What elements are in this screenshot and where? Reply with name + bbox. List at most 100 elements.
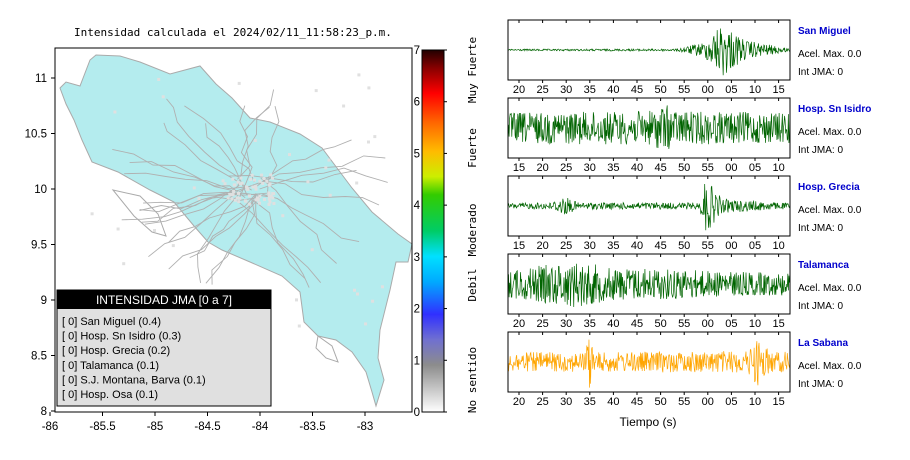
town-marker [153, 229, 156, 232]
map-panel: Intensidad calculada el 2024/02/11_11:58… [25, 26, 413, 433]
road [233, 197, 322, 283]
map-x-tick-label: -84.5 [194, 421, 220, 433]
colorbar-tick-label: 5 [414, 148, 420, 160]
waveform-tick-label: 00 [725, 240, 737, 252]
road [112, 148, 233, 192]
map-x-tick-label: -86 [42, 421, 59, 433]
waveform-tick-label: 10 [749, 84, 761, 96]
town-marker [237, 200, 241, 204]
waveform-tick-label: 55 [678, 84, 690, 96]
map-y-tick-label: 8.5 [31, 351, 47, 363]
waveform-tick-label: 20 [513, 84, 525, 96]
town-marker [268, 200, 272, 204]
town-marker [271, 176, 274, 180]
road [263, 180, 380, 206]
waveform-frame [507, 19, 791, 81]
town-marker [258, 201, 261, 205]
colorbar: 0 1 2 3 4 5 6 7 No sentido Debil Moderado Fuerte Muy… [414, 37, 479, 419]
map-y-tick-label: 11 [35, 73, 47, 85]
colorbar-level-label: Moderado [466, 204, 479, 257]
town-marker [232, 190, 236, 193]
waveform-tick-label: 05 [725, 318, 737, 330]
town-marker [364, 322, 368, 326]
town-marker [223, 182, 227, 186]
intensity-legend: INTENSIDAD JMA [0 a 7] [ 0] San Miguel (0… [56, 289, 272, 407]
road [259, 155, 386, 185]
town-marker [233, 198, 237, 202]
waveform-panel-4: 20 25 30 35 40 45 50 55 00 05 10 15 La Sabana Acel. M… [507, 331, 862, 408]
waveform-x-axis-label: Tiempo (s) [620, 415, 677, 429]
colorbar-scale [421, 49, 445, 413]
legend-item: [ 0] Talamanca (0.1) [62, 360, 159, 372]
waveform-tick-label: 55 [702, 240, 714, 252]
waveform-tick-label: 05 [725, 84, 737, 96]
town-marker [267, 192, 271, 196]
waveform-tick-label: 05 [725, 396, 737, 408]
waveform-tick-label: 05 [749, 162, 761, 174]
waveform-panel-2: 15 20 25 30 35 40 45 50 55 00 05 10 Hosp. Grecia Acel… [507, 175, 862, 252]
colorbar-tick-label: 4 [414, 200, 421, 212]
waveform-tick-label: 45 [631, 318, 643, 330]
town-marker [250, 173, 254, 177]
waveform-tick-label: 10 [772, 162, 784, 174]
town-marker [254, 187, 258, 191]
waveform-tick-label: 30 [560, 84, 572, 96]
station-intensity: Int JMA: 0 [798, 145, 843, 156]
nicoya-gulf [111, 189, 167, 237]
town-marker [253, 178, 256, 182]
map-y-tick-label: 9 [41, 295, 47, 307]
station-intensity: Int JMA: 0 [798, 67, 843, 78]
road [237, 89, 275, 180]
town-marker [306, 180, 310, 184]
town-marker [271, 196, 275, 200]
road [239, 105, 253, 198]
waveform-tick-label: 40 [631, 162, 643, 174]
legend-item: [ 0] S.J. Montana, Barva (0.1) [62, 374, 206, 386]
waveform-tick-label: 10 [749, 318, 761, 330]
town-marker [258, 179, 262, 183]
waveform-tick-label: 50 [654, 396, 666, 408]
town-marker [267, 183, 271, 187]
map-y-tick-label: 8 [41, 406, 47, 418]
town-marker [122, 262, 126, 266]
waveform-tick-label: 30 [560, 318, 572, 330]
town-marker [239, 176, 243, 180]
waveform-tick-label: 25 [536, 318, 548, 330]
waveform-tick-label: 50 [654, 318, 666, 330]
town-marker [244, 199, 248, 203]
waveform-tick-label: 30 [584, 240, 596, 252]
station-acel: Acel. Max. 0.0 [798, 205, 862, 216]
waveform-tick-label: 45 [654, 240, 666, 252]
station-intensity: Int JMA: 0 [798, 223, 843, 234]
town-marker [231, 193, 235, 197]
waveform-tick-label: 55 [678, 396, 690, 408]
legend-item: [ 0] San Miguel (0.4) [62, 316, 161, 328]
colorbar-tick-label: 7 [414, 45, 420, 57]
waveform-trace [507, 105, 791, 149]
road [166, 98, 239, 178]
road [124, 172, 251, 190]
legend-header [57, 290, 271, 309]
town-marker [265, 179, 269, 183]
town-marker [247, 202, 251, 206]
road [211, 198, 256, 285]
station-name: Hosp. Sn Isidro [798, 104, 871, 115]
map-y-tick-label: 10 [34, 184, 47, 196]
map-x-tick-label: -83.5 [299, 421, 325, 433]
road [148, 186, 248, 258]
town-marker [237, 81, 241, 85]
waveform-tick-label: 20 [513, 396, 525, 408]
town-marker [373, 135, 377, 139]
waveform-panel-0: 20 25 30 35 40 45 50 55 00 05 10 15 San Miguel Acel. … [507, 19, 862, 96]
road [141, 184, 241, 223]
town-marker [288, 153, 291, 157]
town-marker [197, 197, 201, 201]
town-marker [281, 214, 285, 218]
waveform-frame [507, 175, 791, 237]
town-marker [263, 198, 267, 201]
town-marker [229, 193, 233, 197]
map-y-tick-label: 9.5 [31, 240, 47, 252]
station-acel: Acel. Max. 0.0 [798, 361, 862, 372]
costa-rica-land [59, 54, 413, 408]
